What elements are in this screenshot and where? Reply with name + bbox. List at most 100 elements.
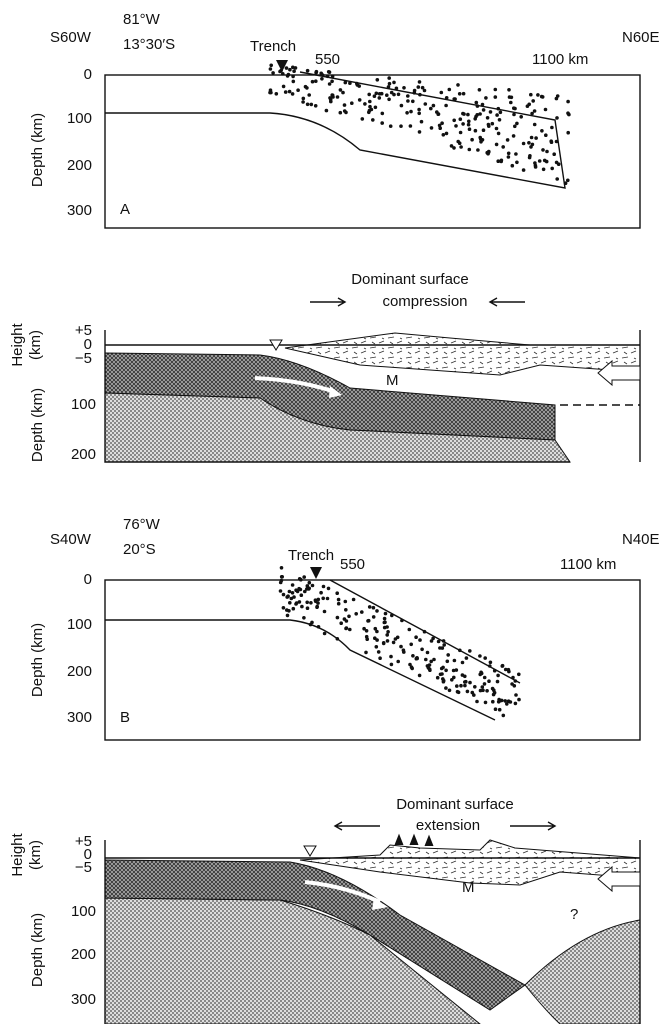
quake [465, 689, 470, 694]
quake [505, 702, 509, 706]
quake [271, 71, 275, 75]
quake [417, 130, 422, 134]
quake [408, 124, 413, 128]
quake [344, 626, 349, 630]
quake [439, 90, 444, 95]
quake [452, 658, 457, 663]
quake [470, 137, 474, 142]
quake [498, 698, 502, 703]
axis-label: Height [9, 322, 26, 366]
quake [296, 88, 300, 92]
quake [319, 590, 323, 595]
quake [310, 620, 314, 625]
quake [330, 79, 334, 84]
quake [509, 95, 514, 100]
quake [348, 627, 352, 632]
quake [310, 583, 315, 588]
title: Dominant surface [396, 796, 514, 813]
quake [450, 678, 454, 682]
quake [291, 79, 296, 84]
tick: 0 [84, 336, 92, 353]
tick: −5 [75, 350, 92, 367]
tick: 0 [84, 846, 92, 863]
y-tick: 100 [67, 110, 92, 127]
quake [495, 679, 500, 684]
quake [508, 700, 513, 704]
frame [104, 330, 641, 463]
quake [371, 605, 376, 610]
quake [534, 136, 538, 140]
quake [287, 609, 291, 613]
quake [476, 148, 480, 152]
quake [316, 597, 321, 602]
quake [531, 99, 535, 103]
quake [411, 99, 415, 104]
axis-label: (km) [27, 330, 44, 360]
quake [475, 699, 479, 704]
quake [417, 673, 422, 678]
quake [300, 604, 304, 609]
quake [513, 701, 518, 706]
quake [302, 616, 306, 620]
quake [417, 111, 422, 116]
quake [507, 88, 511, 92]
quake [541, 148, 545, 152]
quake [503, 699, 508, 703]
quake [494, 126, 499, 131]
y-tick: 0 [84, 571, 92, 588]
quake [478, 654, 482, 658]
quake [454, 124, 458, 128]
quake [347, 614, 351, 619]
quake [362, 626, 366, 631]
quake [485, 116, 490, 120]
quake [418, 638, 422, 642]
quake [342, 103, 347, 107]
quake [533, 165, 538, 169]
quake [566, 178, 570, 183]
quake [291, 65, 295, 70]
quake [305, 600, 310, 605]
quake [529, 135, 534, 140]
quake [387, 76, 392, 80]
quake [420, 85, 425, 90]
quake [387, 81, 392, 86]
quake [517, 672, 521, 677]
quake [330, 93, 335, 97]
quake [460, 660, 465, 665]
mantle-right [524, 919, 641, 1024]
quake [343, 599, 348, 604]
frame [104, 579, 641, 741]
quake [288, 601, 292, 605]
quake [382, 616, 387, 621]
tick: −5 [75, 859, 92, 876]
quake [326, 70, 331, 74]
quake [436, 639, 441, 644]
quake [490, 121, 495, 126]
quake [549, 140, 554, 144]
quake [510, 163, 515, 168]
quake [437, 123, 442, 128]
trench-marker [276, 60, 288, 72]
moho: M [386, 372, 399, 389]
slab-arrow [304, 880, 381, 904]
quake [499, 159, 504, 164]
quake [322, 631, 327, 636]
quake [487, 679, 491, 683]
quake [305, 584, 310, 588]
slab-outline [105, 579, 521, 721]
quake [281, 606, 286, 610]
quake [294, 601, 299, 605]
slab-arrow-head [372, 898, 388, 910]
quake [399, 644, 403, 649]
quake [441, 679, 446, 684]
x-tick: 1100 km [532, 51, 588, 68]
subtitle: extension [416, 817, 480, 834]
quake [291, 606, 296, 611]
tick: 300 [71, 991, 96, 1008]
quake [506, 151, 511, 156]
quake [506, 667, 511, 672]
quake [366, 619, 370, 623]
quake [396, 659, 401, 664]
quake [373, 105, 378, 110]
quake [417, 107, 421, 112]
